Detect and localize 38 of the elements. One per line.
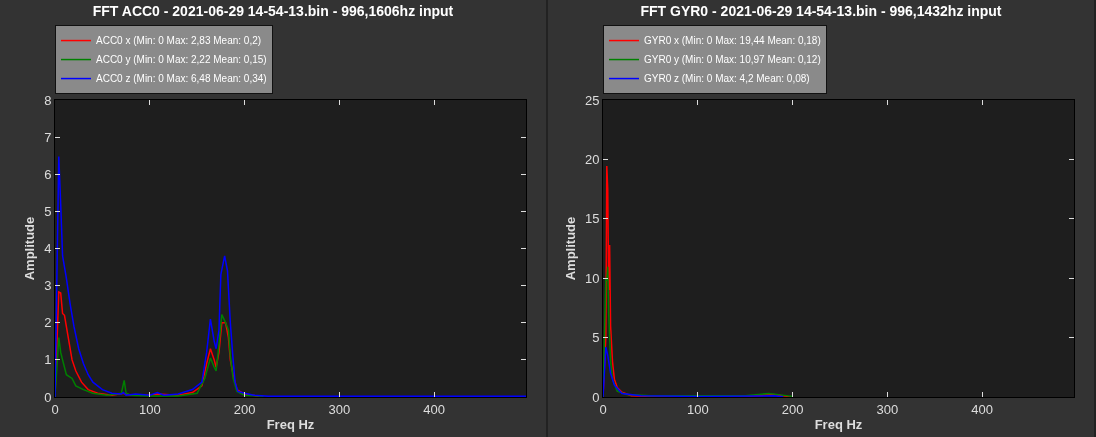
- y-tick-label: 15: [584, 211, 600, 227]
- y-tick-label: 1: [44, 352, 52, 368]
- x-tick-label: 300: [328, 401, 351, 417]
- y-tick-label: 2: [44, 315, 52, 331]
- x-axis-title: Freq Hz: [266, 417, 315, 433]
- y-tick-label: 3: [44, 278, 52, 294]
- line-series: [55, 313, 265, 397]
- legend-label: ACC0 y (Min: 0 Max: 2,22 Mean: 0,15): [96, 54, 267, 66]
- y-tick-label: 5: [592, 330, 600, 346]
- x-tick-label: 400: [423, 401, 445, 417]
- y-tick-label: 7: [44, 129, 52, 145]
- y-tick-label: 8: [44, 92, 52, 108]
- y-tick-label: 6: [44, 166, 52, 182]
- x-tick-label: 200: [233, 401, 256, 417]
- y-tick-label: 25: [584, 92, 600, 108]
- x-tick-label: 300: [876, 401, 899, 417]
- legend-label: GYR0 x (Min: 0 Max: 19,44 Mean: 0,18): [644, 35, 821, 47]
- y-tick-label: 4: [44, 241, 52, 257]
- legend-label: GYR0 y (Min: 0 Max: 10,97 Mean: 0,12): [644, 54, 821, 66]
- x-tick-label: 100: [686, 401, 709, 417]
- x-axis-title: Freq Hz: [814, 417, 863, 433]
- line-series: [603, 346, 784, 397]
- legend-label: GYR0 z (Min: 0 Max: 4,2 Mean: 0,08): [644, 73, 810, 85]
- line-series: [55, 155, 526, 397]
- y-tick-label: 0: [44, 389, 52, 405]
- y-axis-title: Amplitude: [562, 216, 578, 281]
- legend-label: ACC0 z (Min: 0 Max: 6,48 Mean: 0,34): [96, 73, 267, 85]
- x-tick-label: 400: [971, 401, 993, 417]
- x-tick-label: 200: [781, 401, 804, 417]
- y-axis-title: Amplitude: [22, 216, 38, 281]
- legend-label: ACC0 x (Min: 0 Max: 2,83 Mean: 0,2): [96, 35, 262, 47]
- y-tick-label: 5: [44, 203, 52, 219]
- y-tick-label: 10: [584, 270, 600, 286]
- x-tick-label: 100: [138, 401, 161, 417]
- y-tick-label: 20: [584, 151, 600, 167]
- y-tick-label: 0: [592, 389, 600, 405]
- chart-title: FFT ACC0 - 2021-06-29 14-54-13.bin - 996,1606hz input: [92, 3, 454, 20]
- chart-title: FFT GYR0 - 2021-06-29 14-54-13.bin - 996,1432hz input: [640, 3, 1002, 20]
